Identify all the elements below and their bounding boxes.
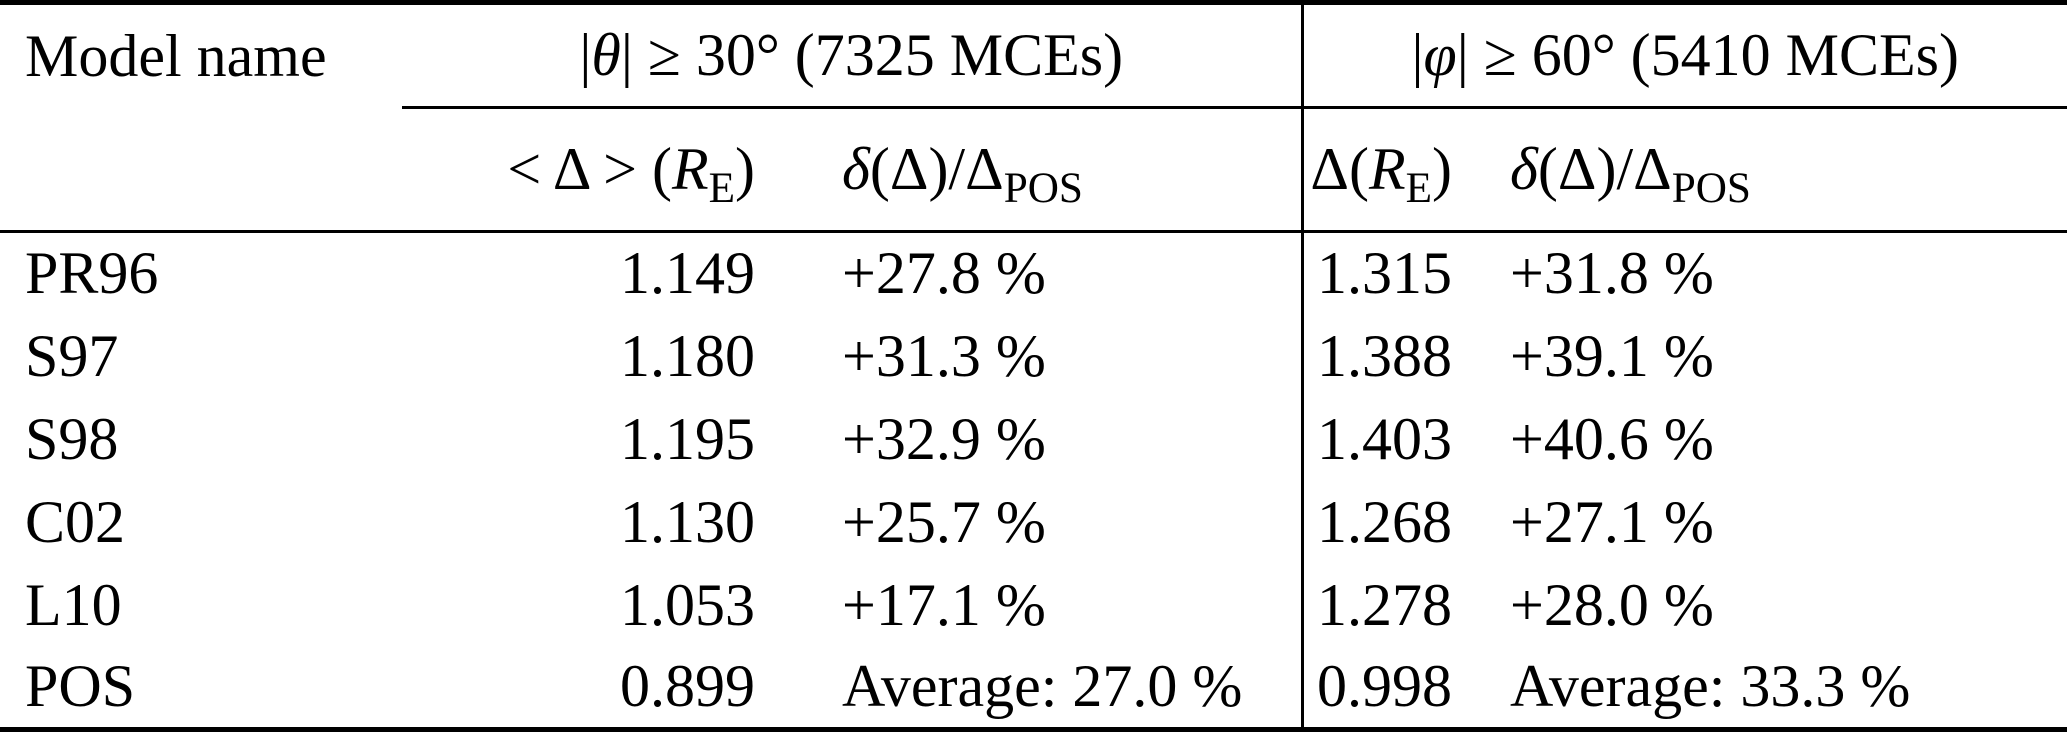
model-name-cell: L10 xyxy=(25,571,122,638)
subheader-mean-delta: < Δ > (RE) xyxy=(402,107,755,233)
mean-delta-cell: 1.195 xyxy=(620,405,755,472)
rel-error-cell: +17.1 % xyxy=(755,563,1304,647)
table-row: S98 1.195 +32.9 % 1.403 +40.6 % xyxy=(0,397,2067,481)
phi-symbol: φ xyxy=(1423,22,1457,88)
delta-re-cell: 1.268 xyxy=(1317,488,1453,555)
subheader-rel-error-2: δ(Δ)/ΔPOS xyxy=(1452,107,2067,233)
rel-error-cell: +31.8 % xyxy=(1510,240,1714,307)
mean-delta-cell: 1.130 xyxy=(620,488,755,555)
model-name-cell: PR96 xyxy=(25,240,159,307)
delta-re-cell: 1.388 xyxy=(1317,322,1453,389)
mean-delta-cell: 0.899 xyxy=(620,653,755,720)
mean-delta-cell: 1.149 xyxy=(620,240,755,307)
subheader-empty xyxy=(0,107,402,233)
table-row: L10 1.053 +17.1 % 1.278 +28.0 % xyxy=(0,563,2067,647)
group2-condition: | ≥ 60° (5410 MCEs) xyxy=(1456,22,1960,88)
delta-re-cell: 1.278 xyxy=(1317,571,1453,638)
delta-re-cell: 0.998 xyxy=(1317,653,1453,720)
group-header-theta: |θ| ≥ 30° (7325 MCEs) xyxy=(402,2,1304,109)
delta-re-cell: 1.315 xyxy=(1317,240,1453,307)
group1-bar: | xyxy=(579,22,592,88)
model-name-header-label: Model name xyxy=(25,22,327,89)
rel-error-cell: +39.1 % xyxy=(1510,322,1714,389)
table-row: C02 1.130 +25.7 % 1.268 +27.1 % xyxy=(0,480,2067,564)
rel-error-cell: +28.0 % xyxy=(1510,571,1714,638)
rel-error-cell: Average: 27.0 % xyxy=(755,646,1304,730)
rel-error-cell: +31.3 % xyxy=(755,314,1304,398)
rel-error-cell: +27.1 % xyxy=(1510,488,1714,555)
theta-symbol: θ xyxy=(591,22,621,88)
subheader-row: < Δ > (RE) δ(Δ)/ΔPOS Δ(RE) δ(Δ)/ΔPOS xyxy=(0,107,2067,233)
rel-error-cell: +40.6 % xyxy=(1510,405,1714,472)
group-header-row: Model name |θ| ≥ 30° (7325 MCEs) |φ| ≥ 6… xyxy=(0,2,2067,109)
rel-error-cell: Average: 33.3 % xyxy=(1510,653,1911,720)
subheader-rel-error-1: δ(Δ)/ΔPOS xyxy=(755,107,1304,233)
rel-error-cell: +27.8 % xyxy=(755,231,1304,315)
model-name-header: Model name xyxy=(0,3,402,108)
table-row: POS 0.899 Average: 27.0 % 0.998 Average:… xyxy=(0,646,2067,730)
mean-delta-cell: 1.053 xyxy=(620,571,755,638)
group-header-phi: |φ| ≥ 60° (5410 MCEs) xyxy=(1302,2,2067,109)
model-name-cell: S98 xyxy=(25,405,119,472)
table-row: S97 1.180 +31.3 % 1.388 +39.1 % xyxy=(0,314,2067,398)
rel-error-cell: +32.9 % xyxy=(755,397,1304,481)
model-name-cell: S97 xyxy=(25,322,119,389)
subheader-delta-re: Δ(RE) xyxy=(1302,107,1453,233)
table-row: PR96 1.149 +27.8 % 1.315 +31.8 % xyxy=(0,231,2067,315)
group1-condition: | ≥ 30° (7325 MCEs) xyxy=(620,22,1124,88)
model-name-cell: C02 xyxy=(25,488,126,555)
model-name-cell: POS xyxy=(25,653,136,720)
rel-error-cell: +25.7 % xyxy=(755,480,1304,564)
group2-bar: | xyxy=(1411,22,1424,88)
delta-re-cell: 1.403 xyxy=(1317,405,1453,472)
mean-delta-cell: 1.180 xyxy=(620,322,755,389)
